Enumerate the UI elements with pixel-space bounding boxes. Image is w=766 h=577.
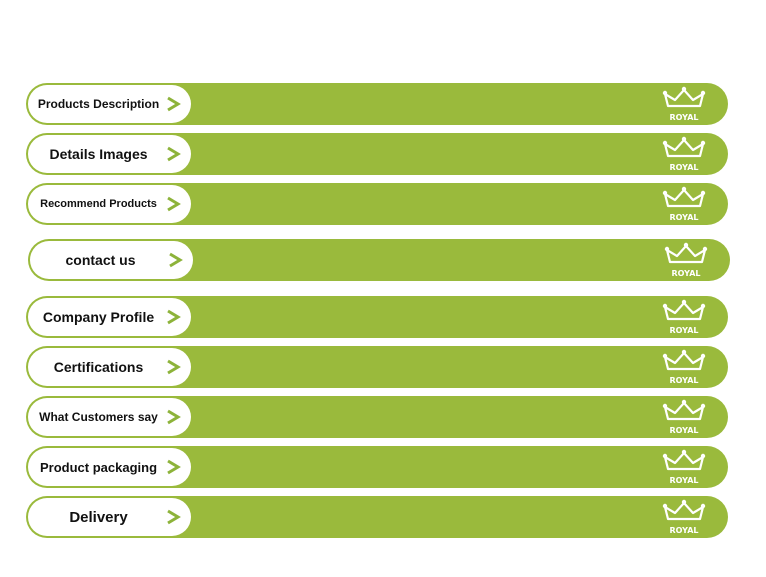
menu-pill[interactable]: Details Images bbox=[28, 135, 191, 173]
menu-label: Products Description bbox=[37, 97, 160, 111]
logo-text: ROYAL bbox=[670, 163, 699, 172]
menu-pill[interactable]: What Customers say bbox=[28, 398, 191, 436]
logo-text: ROYAL bbox=[670, 476, 699, 485]
logo-text: ROYAL bbox=[670, 113, 699, 122]
menu-bar-company-profile[interactable]: Company Profile ROYAL bbox=[26, 296, 728, 338]
menu-bar-products-description[interactable]: Products Description ROYAL bbox=[26, 83, 728, 125]
logo-text: ROYAL bbox=[670, 426, 699, 435]
chevron-right-icon bbox=[167, 359, 181, 375]
crown-icon: ROYAL bbox=[662, 349, 706, 385]
menu-pill[interactable]: Products Description bbox=[28, 85, 191, 123]
menu-bar-what-customers-say[interactable]: What Customers say ROYAL bbox=[26, 396, 728, 438]
chevron-right-icon bbox=[167, 409, 181, 425]
menu-pill[interactable]: Product packaging bbox=[28, 448, 191, 486]
menu-bar-recommend-products[interactable]: Recommend Products ROYAL bbox=[26, 183, 728, 225]
logo-text: ROYAL bbox=[672, 269, 701, 278]
chevron-right-icon bbox=[167, 309, 181, 325]
crown-icon: ROYAL bbox=[664, 242, 708, 278]
crown-icon: ROYAL bbox=[662, 299, 706, 335]
crown-icon: ROYAL bbox=[662, 136, 706, 172]
menu-pill[interactable]: contact us bbox=[30, 241, 193, 279]
menu-label: contact us bbox=[65, 252, 136, 268]
chevron-right-icon bbox=[167, 196, 181, 212]
crown-icon: ROYAL bbox=[662, 499, 706, 535]
chevron-right-icon bbox=[167, 509, 181, 525]
menu-bar-delivery[interactable]: Delivery ROYAL bbox=[26, 496, 728, 538]
crown-icon: ROYAL bbox=[662, 186, 706, 222]
menu-label: Company Profile bbox=[42, 309, 155, 325]
menu-bar-details-images[interactable]: Details Images ROYAL bbox=[26, 133, 728, 175]
menu-label: Details Images bbox=[49, 146, 148, 162]
crown-icon: ROYAL bbox=[662, 399, 706, 435]
menu-label: Product packaging bbox=[39, 459, 158, 475]
menu-label: What Customers say bbox=[39, 410, 158, 424]
logo-text: ROYAL bbox=[670, 326, 699, 335]
menu-bar-product-packaging[interactable]: Product packaging ROYAL bbox=[26, 446, 728, 488]
menu-bar-contact-us[interactable]: contact us ROYAL bbox=[28, 239, 730, 281]
menu-pill[interactable]: Certifications bbox=[28, 348, 191, 386]
chevron-right-icon bbox=[167, 146, 181, 162]
logo-text: ROYAL bbox=[670, 376, 699, 385]
menu-pill[interactable]: Delivery bbox=[28, 498, 191, 536]
menu-label: Certifications bbox=[53, 359, 144, 375]
menu-bar-certifications[interactable]: Certifications ROYAL bbox=[26, 346, 728, 388]
chevron-right-icon bbox=[169, 252, 183, 268]
menu-pill[interactable]: Recommend Products bbox=[28, 185, 191, 223]
menu-label: Delivery bbox=[69, 508, 128, 526]
logo-text: ROYAL bbox=[670, 526, 699, 535]
chevron-right-icon bbox=[167, 96, 181, 112]
crown-icon: ROYAL bbox=[662, 86, 706, 122]
menu-pill[interactable]: Company Profile bbox=[28, 298, 191, 336]
chevron-right-icon bbox=[167, 459, 181, 475]
logo-text: ROYAL bbox=[670, 213, 699, 222]
crown-icon: ROYAL bbox=[662, 449, 706, 485]
menu-label: Recommend Products bbox=[40, 198, 157, 210]
